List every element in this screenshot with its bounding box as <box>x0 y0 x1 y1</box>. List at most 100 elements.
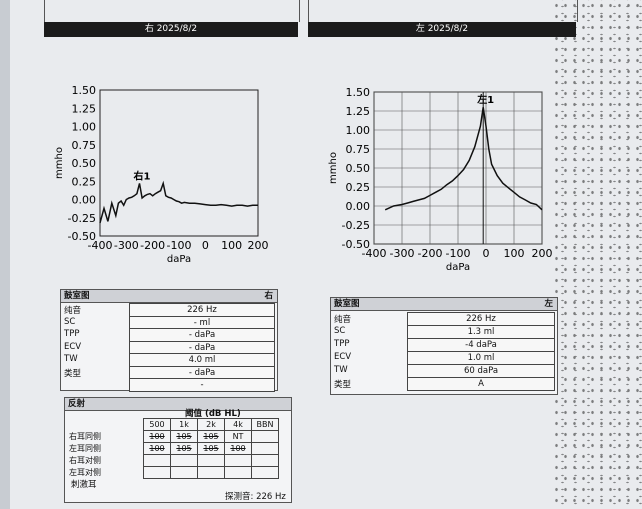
left-ear-header: 左 2025/8/2 <box>308 22 576 37</box>
left-y-tick: 1.50 <box>346 86 371 99</box>
param-value: 60 daPa <box>407 364 555 378</box>
reflex-col-header: 500 <box>143 418 171 431</box>
left-y-tick: 1.00 <box>346 124 371 137</box>
right-peak-annotation: 右1 <box>133 169 151 182</box>
left-y-tick: 0.00 <box>346 200 371 213</box>
param-value: 1.3 ml <box>407 325 555 339</box>
right-series-line <box>99 180 258 224</box>
param-label: TPP <box>64 329 80 339</box>
right-x-tick: -400 <box>88 239 113 252</box>
reflex-threshold-cell <box>251 442 279 455</box>
left-y-tick: -0.50 <box>342 238 370 251</box>
right-x-tick: 100 <box>221 239 242 252</box>
reflex-threshold-cell: 100 <box>224 442 252 455</box>
reflex-threshold-cell <box>197 466 225 479</box>
left-y-tick: 0.25 <box>346 181 371 194</box>
left-x-tick: 200 <box>532 247 553 260</box>
right-ear-header: 右 2025/8/2 <box>44 22 298 37</box>
reflex-row-label: 左耳同侧 <box>69 444 101 453</box>
right-panel-title: 鼓室图 右 <box>61 290 277 303</box>
right-top-frame <box>44 0 300 22</box>
reflex-corner <box>67 419 144 431</box>
right-panel-ear: 右 <box>264 291 273 301</box>
reflex-threshold-cell <box>143 454 171 467</box>
right-y-tick: 0.75 <box>72 139 97 152</box>
reflex-threshold-cell: 100 <box>143 430 171 443</box>
right-y-tick: 0.00 <box>72 194 97 207</box>
left-top-frame <box>308 0 578 22</box>
reflex-threshold-cell <box>170 454 198 467</box>
right-x-tick: -100 <box>167 239 192 252</box>
reflex-subtitle: 阈值 (dB HL) <box>185 409 241 419</box>
param-label: ECV <box>334 352 352 362</box>
left-y-label: mmho <box>328 152 339 184</box>
left-x-tick: 100 <box>504 247 525 260</box>
left-x-label: daPa <box>446 262 470 273</box>
right-x-tick: 0 <box>202 239 209 252</box>
right-y-label: mmho <box>54 147 65 179</box>
reflex-panel: 反射 阈值 (dB HL) 500 1k 2k 4k BBN 右耳同侧 100 105 105 N… <box>64 397 292 503</box>
param-label: ECV <box>64 341 82 352</box>
left-x-tick: 0 <box>483 247 490 260</box>
reflex-threshold-cell <box>170 466 198 479</box>
reflex-col-header: 4k <box>224 418 252 431</box>
reflex-threshold-cell <box>143 466 171 479</box>
right-y-tick: 0.50 <box>72 157 97 170</box>
right-x-tick: 200 <box>248 239 269 252</box>
left-y-tick: 0.50 <box>346 162 371 175</box>
reflex-col-header: 1k <box>170 418 198 431</box>
reflex-table: 500 1k 2k 4k BBN 右耳同侧 100 105 105 NT 左耳同侧 100 105 105… <box>67 418 279 479</box>
param-value: -4 daPa <box>407 338 555 352</box>
left-x-tick: -300 <box>390 247 415 260</box>
left-panel-title-text: 鼓室图 <box>334 299 360 309</box>
reflex-row-label: 右耳同侧 <box>69 432 101 441</box>
reflex-col-header: 2k <box>197 418 225 431</box>
param-label: 纯音 <box>64 306 82 316</box>
reflex-footer-left: 刺激耳 <box>71 480 97 490</box>
param-label: TPP <box>334 339 350 349</box>
right-y-tick: -0.25 <box>68 212 96 225</box>
param-label: SC <box>334 326 346 336</box>
left-tympanogram-svg: 1.50 1.25 1.00 0.75 0.50 0.25 0.00 -0.25 -0.50-4… <box>328 86 553 273</box>
param-value: A <box>407 377 555 391</box>
left-y-tick: 0.75 <box>346 143 371 156</box>
param-label: TW <box>334 365 348 375</box>
left-series-line <box>384 107 543 211</box>
left-tympanogram-panel: 鼓室图 左 纯音 226 Hz SC 1.3 ml TPP -4 daPa ECV 1.0 ml… <box>330 297 558 395</box>
reflex-row-label: 左耳对侧 <box>69 468 101 477</box>
param-label: SC <box>64 316 76 327</box>
reflex-threshold-cell: NT <box>224 430 252 443</box>
right-y-tick: 1.50 <box>72 84 97 97</box>
right-tympanogram-panel: 鼓室图右 纯音 226 Hz SC - ml TPP - daPa ECV - daPa TW 4… <box>60 289 278 392</box>
left-x-tick: -400 <box>362 247 387 260</box>
left-peak-annotation: 左1 <box>476 93 494 106</box>
right-y-tick: 0.25 <box>72 175 97 188</box>
left-x-tick: -100 <box>446 247 471 260</box>
right-x-tick: -200 <box>140 239 165 252</box>
reflex-col-header: BBN <box>251 418 279 431</box>
reflex-threshold-cell: 105 <box>197 430 225 443</box>
param-label: 类型 <box>334 380 352 390</box>
param-value: - <box>129 378 275 392</box>
right-x-label: daPa <box>167 254 191 265</box>
left-x-tick: -200 <box>418 247 443 260</box>
monitor-bezel <box>0 0 10 509</box>
right-y-tick: 1.00 <box>72 121 97 134</box>
reflex-threshold-cell <box>251 430 279 443</box>
reflex-row-label: 右耳对侧 <box>69 456 101 465</box>
left-panel-title: 鼓室图 左 <box>331 298 557 311</box>
right-tympanogram: 1.50 1.25 1.00 0.75 0.50 0.25 0.00 -0.25 -0.50 -4… <box>0 0 300 294</box>
reflex-threshold-cell: 100 <box>143 442 171 455</box>
right-y-tick: -0.50 <box>68 230 96 243</box>
reflex-threshold-cell <box>251 454 279 467</box>
right-tympanogram-svg: 1.50 1.25 1.00 0.75 0.50 0.25 0.00 -0.25 -0.50-4… <box>54 84 269 265</box>
reflex-threshold-cell <box>251 466 279 479</box>
left-panel-ear: 左 <box>544 299 553 309</box>
reflex-threshold-cell <box>197 454 225 467</box>
right-x-tick: -300 <box>114 239 139 252</box>
param-label: 类型 <box>64 368 82 379</box>
param-label: TW <box>64 354 78 364</box>
left-y-tick: 1.25 <box>346 105 371 118</box>
right-y-tick: 1.25 <box>72 102 97 115</box>
screen-moire-noise <box>552 0 642 509</box>
